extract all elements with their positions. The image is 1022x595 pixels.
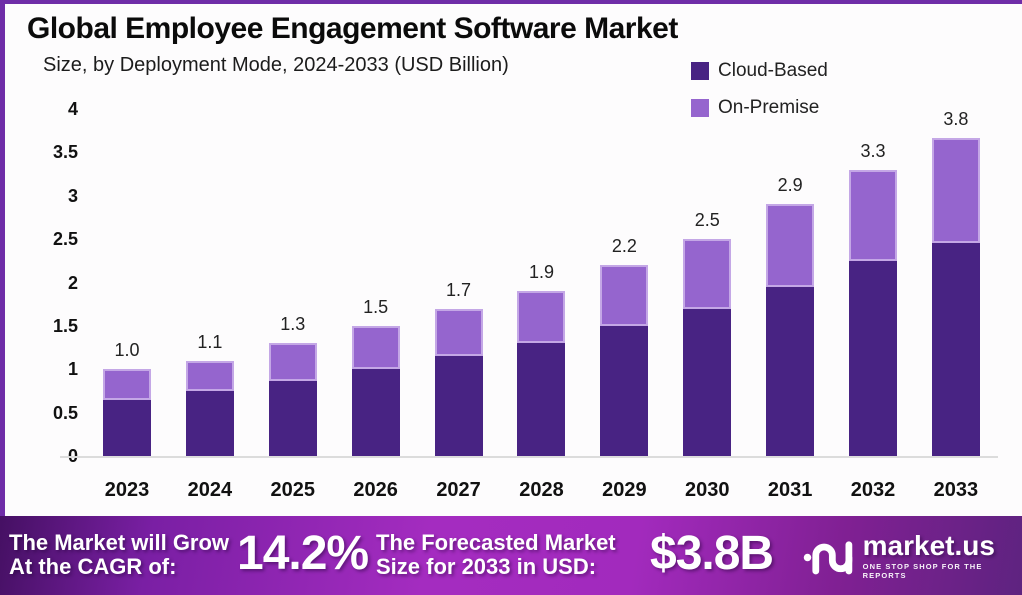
cagr-caption: The Market will Grow At the CAGR of: <box>9 531 229 579</box>
bar-segment-cloud <box>683 308 732 456</box>
bar-total-label: 1.3 <box>280 314 306 335</box>
legend-label: On-Premise <box>718 97 820 118</box>
marketus-logo: market.us ONE STOP SHOP FOR THE REPORTS <box>803 532 1022 580</box>
y-tick-label: 0.5 <box>52 402 78 423</box>
bar-total-label: 2.5 <box>694 210 720 231</box>
legend-item-on-premise: On-Premise <box>691 97 828 119</box>
bar-group-2033: 3.8 2033 <box>931 109 980 501</box>
marketus-logo-icon <box>803 541 853 575</box>
bar-total-label: 1.0 <box>114 340 140 361</box>
bar-segment-cloud <box>185 390 234 456</box>
cagr-caption-line1: The Market will Grow <box>9 530 230 555</box>
bar-segment-on-premise <box>683 239 732 309</box>
bar-group-2031: 2.9 2031 <box>766 109 815 501</box>
bar-segment-on-premise <box>351 325 400 370</box>
bar-total-label: 1.9 <box>528 262 554 283</box>
y-tick-label: 3 <box>67 185 78 206</box>
x-axis-label: 2028 <box>519 479 564 501</box>
y-tick-label: 2.5 <box>52 229 78 250</box>
y-tick-label: 1.5 <box>52 315 78 336</box>
forecast-value: $3.8B <box>650 527 774 580</box>
bar-segment-on-premise <box>103 369 151 400</box>
bar-group-2032: 3.3 2032 <box>849 109 898 501</box>
x-axis-label: 2033 <box>933 479 979 501</box>
y-tick-label: 2 <box>67 272 78 293</box>
bar-group-2023: 1.0 2023 <box>103 109 151 501</box>
legend-item-cloud-based: Cloud-Based <box>691 60 828 82</box>
bar-segment-cloud <box>849 260 898 456</box>
frame-border-top <box>0 0 1022 4</box>
chart-legend: Cloud-Based On-Premise <box>691 60 828 119</box>
bar-segment-cloud <box>517 343 566 456</box>
forecast-caption: The Forecasted Market Size for 2033 in U… <box>376 531 616 579</box>
y-axis: 00.511.522.533.54 <box>20 99 78 466</box>
bar-total-label: 2.9 <box>777 175 803 196</box>
x-axis-label: 2030 <box>684 479 730 501</box>
frame-border-left <box>0 0 5 516</box>
bar-segment-cloud <box>600 325 649 456</box>
bar-total-label: 3.8 <box>943 109 969 129</box>
bar-segment-on-premise <box>849 169 898 261</box>
x-axis-label: 2027 <box>436 479 481 501</box>
bar-group-2027: 1.7 2027 <box>434 109 483 501</box>
forecast-caption-line1: The Forecasted Market <box>376 530 616 555</box>
legend-swatch-cloud-icon <box>691 62 709 80</box>
bar-group-2030: 2.5 2030 <box>683 109 732 501</box>
bar-segment-cloud <box>766 286 815 456</box>
bar-total-label: 1.1 <box>197 331 223 352</box>
x-axis-label: 2023 <box>104 479 150 501</box>
bar-segment-cloud <box>434 356 483 456</box>
logo-tagline: ONE STOP SHOP FOR THE REPORTS <box>862 562 983 580</box>
page-subtitle: Size, by Deployment Mode, 2024-2033 (USD… <box>43 54 509 76</box>
bar-segment-cloud <box>931 242 980 456</box>
stacked-bar-chart: 1.0 2023 1.1 2024 1.3 2025 1.5 2026 1.7 2027 1.9 20… <box>103 109 980 501</box>
logo-text: market.us <box>862 530 995 561</box>
bar-group-2025: 1.3 2025 <box>268 109 317 501</box>
bar-segment-on-premise <box>434 308 483 357</box>
legend-swatch-on-premise-icon <box>691 99 709 117</box>
bar-total-label: 1.5 <box>363 296 389 317</box>
bar-group-2029: 2.2 2029 <box>600 109 649 501</box>
bar-segment-on-premise <box>517 291 566 344</box>
bar-segment-on-premise <box>931 138 980 243</box>
bottom-banner: The Market will Grow At the CAGR of: 14.… <box>0 516 1022 595</box>
bar-total-label: 1.7 <box>446 279 472 300</box>
x-axis-label: 2032 <box>850 479 896 501</box>
y-tick-label: 1 <box>67 359 78 380</box>
bar-total-label: 3.3 <box>860 140 886 161</box>
x-axis-label: 2026 <box>353 479 398 501</box>
y-tick-label: 4 <box>67 99 78 119</box>
bar-segment-on-premise <box>600 265 649 326</box>
bar-total-label: 2.2 <box>611 236 637 257</box>
bar-group-2028: 1.9 2028 <box>517 109 566 501</box>
cagr-caption-line2: At the CAGR of: <box>9 554 177 579</box>
x-axis-baseline <box>60 456 998 458</box>
bar-segment-on-premise <box>766 204 815 287</box>
bar-group-2026: 1.5 2026 <box>351 109 400 501</box>
bar-segment-cloud <box>103 399 151 456</box>
bar-segment-cloud <box>268 380 317 456</box>
y-tick-label: 3.5 <box>52 142 78 163</box>
bar-segment-on-premise <box>268 343 317 381</box>
cagr-value: 14.2% <box>237 527 369 580</box>
x-axis-label: 2024 <box>187 479 233 501</box>
x-axis-label: 2025 <box>270 479 316 501</box>
bar-segment-on-premise <box>185 360 234 391</box>
x-axis-label: 2029 <box>602 479 647 501</box>
bar-group-2024: 1.1 2024 <box>185 109 234 501</box>
legend-label: Cloud-Based <box>718 60 828 81</box>
bar-segment-cloud <box>351 369 400 456</box>
page-title: Global Employee Engagement Software Mark… <box>27 12 678 45</box>
forecast-caption-line2: Size for 2033 in USD: <box>376 554 597 579</box>
x-axis-label: 2031 <box>767 479 813 501</box>
